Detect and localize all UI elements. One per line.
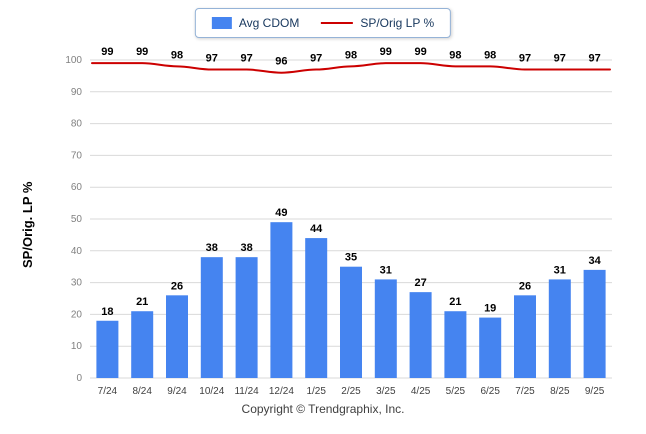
line-value-label: 98 xyxy=(484,49,496,61)
x-tick-label: 1/25 xyxy=(306,386,326,397)
bar-value-label: 21 xyxy=(449,296,461,308)
line-value-label: 97 xyxy=(206,53,218,65)
bar-value-label: 31 xyxy=(554,264,566,276)
bar xyxy=(374,279,397,378)
x-tick-label: 6/25 xyxy=(480,386,500,397)
line-value-label: 99 xyxy=(101,46,113,58)
legend-label-sp-orig-lp: SP/Orig LP % xyxy=(360,16,435,30)
x-tick-label: 2/25 xyxy=(341,386,361,397)
y-tick-label: 20 xyxy=(71,309,83,320)
bar xyxy=(305,238,328,378)
bar xyxy=(235,257,258,378)
bar xyxy=(479,317,502,378)
x-tick-label: 3/25 xyxy=(376,386,396,397)
x-tick-label: 8/24 xyxy=(132,386,152,397)
x-tick-label: 4/25 xyxy=(411,386,431,397)
line-value-label: 97 xyxy=(240,53,252,65)
legend-label-avg-cdom: Avg CDOM xyxy=(238,16,300,30)
x-tick-label: 10/24 xyxy=(199,386,224,397)
line-series xyxy=(91,62,611,74)
bar xyxy=(444,311,467,378)
legend-item-avg-cdom: Avg CDOM xyxy=(211,16,300,30)
bar xyxy=(409,292,432,378)
bar-value-label: 18 xyxy=(101,306,113,318)
y-tick-label: 100 xyxy=(65,55,82,66)
y-tick-label: 0 xyxy=(76,373,82,384)
x-tick-label: 7/24 xyxy=(98,386,118,397)
line-value-label: 97 xyxy=(554,53,566,65)
y-tick-label: 10 xyxy=(71,341,83,352)
bar xyxy=(131,311,154,378)
line-value-label: 97 xyxy=(588,53,600,65)
copyright-text: Copyright © Trendgraphix, Inc. xyxy=(241,402,405,416)
bar xyxy=(340,266,362,378)
line-value-label: 98 xyxy=(345,49,357,61)
bar-value-label: 19 xyxy=(484,303,496,315)
bar xyxy=(96,320,119,378)
x-tick-label: 8/25 xyxy=(550,386,570,397)
legend-item-sp-orig-lp: SP/Orig LP % xyxy=(321,16,434,30)
y-tick-label: 50 xyxy=(71,214,83,225)
bar-value-label: 26 xyxy=(171,280,183,292)
bar-value-label: 34 xyxy=(588,255,601,267)
bar-value-label: 21 xyxy=(136,296,148,308)
y-tick-label: 40 xyxy=(71,246,83,257)
line-value-label: 99 xyxy=(136,46,148,58)
bar xyxy=(270,222,293,378)
bar-value-label: 31 xyxy=(380,264,392,276)
y-tick-label: 60 xyxy=(71,182,83,193)
bar-value-label: 35 xyxy=(345,252,357,264)
bar-value-label: 38 xyxy=(240,242,252,254)
bar-value-label: 26 xyxy=(519,280,531,292)
bar-value-label: 49 xyxy=(275,207,287,219)
y-tick-label: 30 xyxy=(71,278,83,289)
x-tick-label: 7/25 xyxy=(515,386,535,397)
bar xyxy=(200,257,223,378)
bar-value-label: 27 xyxy=(414,277,426,289)
x-tick-label: 9/25 xyxy=(585,386,605,397)
x-tick-label: 12/24 xyxy=(269,386,294,397)
y-tick-label: 80 xyxy=(71,119,83,130)
bar xyxy=(548,279,571,378)
line-value-label: 99 xyxy=(380,46,392,58)
x-tick-label: 5/25 xyxy=(446,386,466,397)
line-value-label: 98 xyxy=(171,49,183,61)
bar-value-label: 44 xyxy=(310,223,323,235)
line-value-label: 97 xyxy=(310,53,322,65)
line-value-label: 97 xyxy=(519,53,531,65)
bar xyxy=(166,295,188,378)
bar xyxy=(514,295,536,378)
bar-value-label: 38 xyxy=(206,242,218,254)
y-tick-label: 90 xyxy=(71,87,83,98)
x-tick-label: 11/24 xyxy=(234,386,259,397)
line-series-swatch xyxy=(321,22,354,24)
line-value-label: 98 xyxy=(449,49,461,61)
line-value-label: 99 xyxy=(414,46,426,58)
x-tick-label: 9/24 xyxy=(167,386,187,397)
bar-series-swatch xyxy=(211,17,232,29)
chart-legend: Avg CDOM SP/Orig LP % xyxy=(194,8,452,38)
y-tick-label: 70 xyxy=(71,150,83,161)
line-value-label: 96 xyxy=(275,56,287,68)
bar xyxy=(583,269,606,378)
